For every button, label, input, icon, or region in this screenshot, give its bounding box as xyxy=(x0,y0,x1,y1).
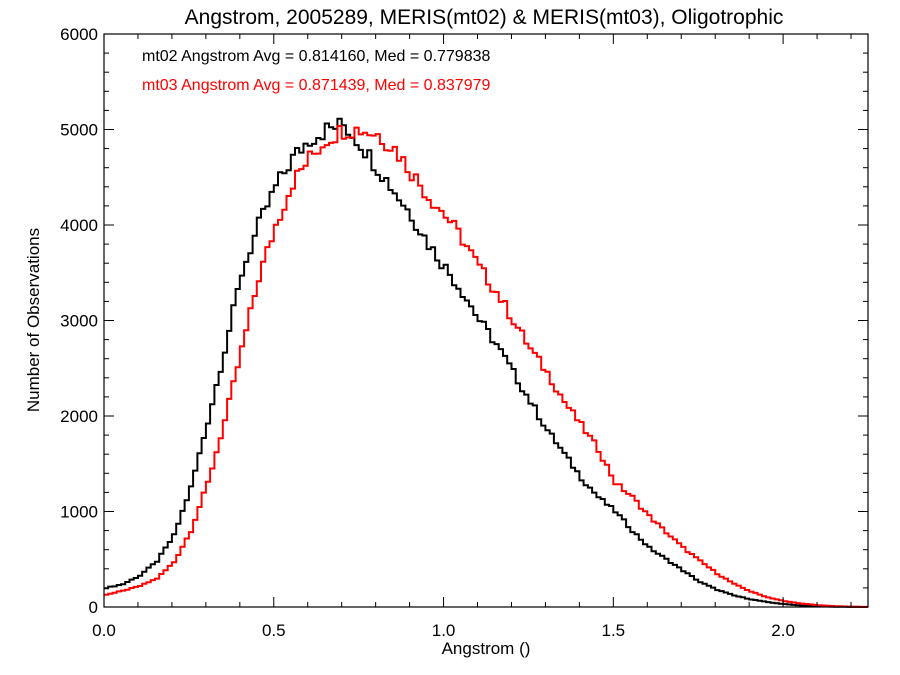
x-axis: 0.0 0.5 1.0 1.5 2.0 xyxy=(92,34,852,640)
y-tick-label: 4000 xyxy=(60,216,98,235)
series-line-mt02 xyxy=(104,117,868,608)
x-axis-label: Angstrom () xyxy=(442,639,531,658)
x-tick-label: 1.5 xyxy=(602,621,626,640)
plot-frame xyxy=(103,33,869,608)
y-axis-label: Number of Observations xyxy=(24,228,43,412)
legend-mt03: mt03 Angstrom Avg = 0.871439, Med = 0.83… xyxy=(142,77,491,94)
x-tick-label: 2.0 xyxy=(771,621,795,640)
y-tick-label: 5000 xyxy=(60,121,98,140)
x-tick-label: 0.0 xyxy=(92,621,116,640)
series-line-mt03 xyxy=(104,125,868,608)
x-tick-label: 1.0 xyxy=(432,621,456,640)
series-layer xyxy=(104,117,868,608)
chart-title: Angstrom, 2005289, MERIS(mt02) & MERIS(m… xyxy=(185,6,784,29)
y-tick-label: 3000 xyxy=(60,312,98,331)
y-axis: 0 1000 2000 3000 4000 5000 6000 xyxy=(60,25,868,617)
y-tick-label: 6000 xyxy=(60,25,98,44)
y-tick-label: 1000 xyxy=(60,503,98,522)
legend-mt02: mt02 Angstrom Avg = 0.814160, Med = 0.77… xyxy=(142,48,491,65)
x-tick-label: 0.5 xyxy=(262,621,286,640)
y-tick-label: 0 xyxy=(89,598,98,617)
y-tick-label: 2000 xyxy=(60,407,98,426)
